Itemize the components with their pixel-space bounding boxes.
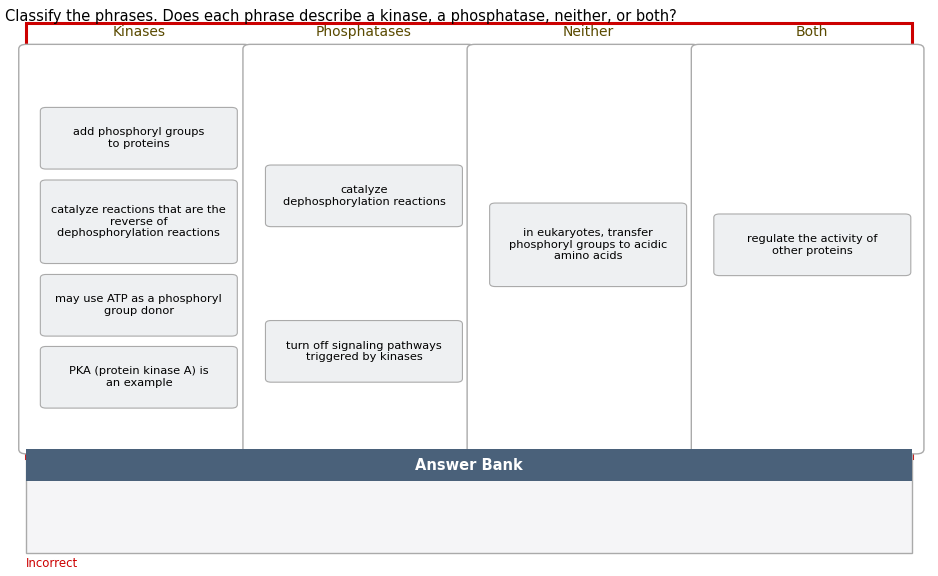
FancyBboxPatch shape [40,107,237,169]
FancyBboxPatch shape [265,320,462,382]
Text: turn off signaling pathways
triggered by kinases: turn off signaling pathways triggered by… [286,340,442,362]
Text: Kinases: Kinases [113,25,165,39]
FancyBboxPatch shape [26,452,912,553]
FancyBboxPatch shape [40,180,237,264]
Text: may use ATP as a phosphoryl
group donor: may use ATP as a phosphoryl group donor [55,294,222,316]
Text: Both: Both [796,25,828,39]
Text: PKA (protein kinase A) is
an example: PKA (protein kinase A) is an example [69,366,208,388]
Text: in eukaryotes, transfer
phosphoryl groups to acidic
amino acids: in eukaryotes, transfer phosphoryl group… [509,228,667,262]
Text: add phosphoryl groups
to proteins: add phosphoryl groups to proteins [73,127,204,149]
FancyBboxPatch shape [467,44,700,454]
Text: regulate the activity of
other proteins: regulate the activity of other proteins [747,234,878,256]
FancyBboxPatch shape [490,203,687,287]
Text: Neither: Neither [563,25,613,39]
Text: catalyze
dephosphorylation reactions: catalyze dephosphorylation reactions [282,185,446,207]
FancyBboxPatch shape [26,449,912,481]
Text: Answer Bank: Answer Bank [416,457,522,473]
FancyBboxPatch shape [243,44,476,454]
FancyBboxPatch shape [40,347,237,408]
FancyBboxPatch shape [40,275,237,336]
FancyBboxPatch shape [19,44,251,454]
FancyBboxPatch shape [691,44,924,454]
Text: Phosphatases: Phosphatases [316,25,412,39]
Text: catalyze reactions that are the
reverse of
dephosphorylation reactions: catalyze reactions that are the reverse … [52,205,226,238]
Text: Classify the phrases. Does each phrase describe a kinase, a phosphatase, neither: Classify the phrases. Does each phrase d… [5,9,676,24]
FancyBboxPatch shape [26,23,912,458]
FancyBboxPatch shape [265,165,462,226]
FancyBboxPatch shape [714,214,911,276]
Text: Incorrect: Incorrect [26,557,79,570]
